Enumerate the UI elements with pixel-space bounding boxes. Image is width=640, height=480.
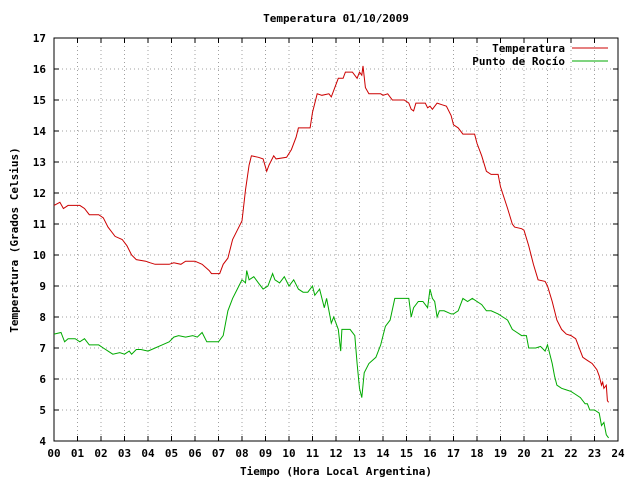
x-tick-label: 03 [118,447,131,460]
x-tick-label: 20 [517,447,530,460]
y-tick-label: 13 [33,156,46,169]
tick-labels: 00 01 02 03 04 05 06 07 08 09 10 11 12 13 14 15 16 17 18 19… [33,32,625,460]
series-lines [53,65,610,439]
chart-title: Temperatura 01/10/2009 [263,12,409,25]
legend-label-temperatura: Temperatura [492,42,565,55]
y-tick-label: 9 [39,280,46,293]
x-tick-label: 05 [165,447,178,460]
y-tick-label: 6 [39,373,46,386]
x-tick-label: 22 [564,447,577,460]
x-tick-label: 07 [212,447,225,460]
x-tick-label: 18 [470,447,483,460]
y-tick-label: 5 [39,404,46,417]
y-tick-label: 4 [39,435,46,448]
y-tick-label: 15 [33,94,46,107]
x-axis-label: Tiempo (Hora Local Argentina) [240,465,432,478]
y-tick-label: 8 [39,311,46,324]
y-tick-label: 14 [33,125,47,138]
y-tick-label: 17 [33,32,46,45]
x-tick-label: 08 [235,447,248,460]
y-tick-label: 10 [33,249,46,262]
x-tick-label: 11 [306,447,320,460]
x-tick-label: 15 [400,447,413,460]
x-tick-label: 09 [259,447,272,460]
x-tick-label: 23 [588,447,601,460]
x-tick-label: 04 [141,447,155,460]
y-tick-label: 12 [33,187,46,200]
y-axis-label: Temperatura (Grados Celsius) [8,147,21,332]
y-tick-label: 7 [39,342,46,355]
grid [54,38,618,441]
x-tick-label: 13 [353,447,366,460]
legend-label-punto-de-rocio: Punto de Rocío [472,55,565,68]
y-tick-label: 16 [33,63,47,76]
legend: Temperatura Punto de Rocío [472,42,608,68]
series-line-punto-de-rocio [53,270,610,439]
x-tick-label: 16 [423,447,437,460]
x-tick-label: 21 [541,447,555,460]
plot-frame [53,37,619,442]
x-tick-label: 14 [376,447,390,460]
y-tick-label: 11 [33,218,47,231]
series-line-temperatura [53,65,609,403]
x-tick-label: 10 [282,447,295,460]
x-tick-label: 17 [447,447,460,460]
x-tick-label: 12 [329,447,342,460]
x-tick-label: 06 [188,447,202,460]
x-tick-label: 01 [71,447,85,460]
x-tick-label: 19 [494,447,507,460]
x-tick-label: 02 [94,447,107,460]
x-tick-label: 00 [47,447,60,460]
x-tick-label: 24 [611,447,625,460]
